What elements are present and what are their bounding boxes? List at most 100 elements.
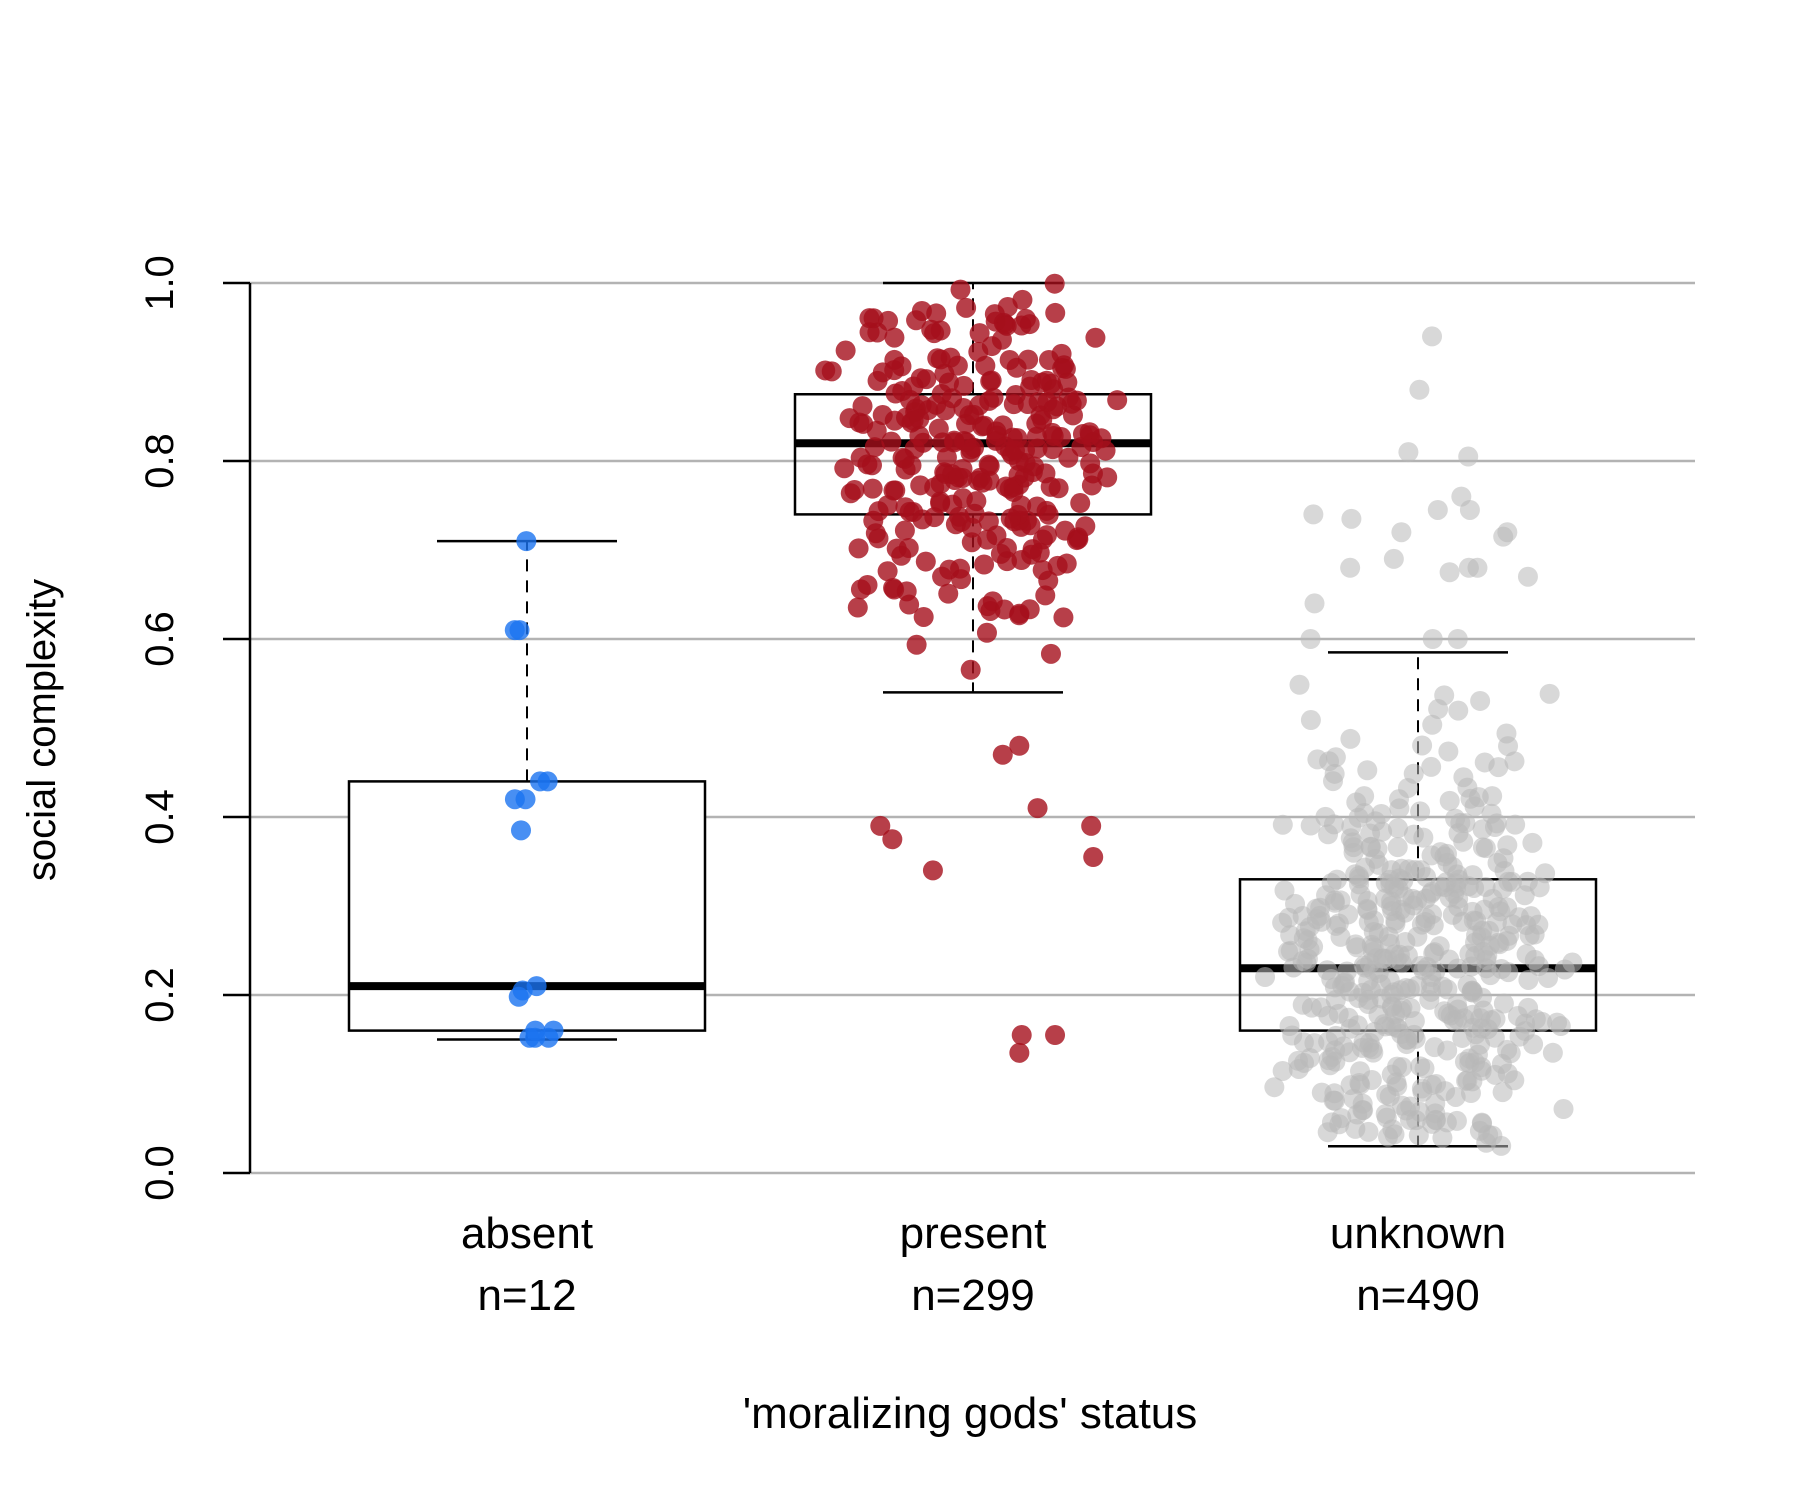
data-point-unknown (1448, 700, 1469, 721)
data-point-unknown (1375, 1103, 1396, 1124)
data-point-unknown (1400, 997, 1421, 1018)
data-point-unknown (1352, 1100, 1373, 1121)
data-point-unknown (1398, 442, 1419, 463)
data-point-unknown (1535, 863, 1556, 884)
data-point-present (927, 348, 948, 369)
data-point-present (982, 591, 1003, 612)
data-point-present (867, 370, 888, 391)
data-point-present (1000, 508, 1021, 529)
data-point-unknown (1303, 504, 1324, 525)
data-point-present (999, 478, 1020, 499)
data-point-present (906, 310, 927, 331)
data-point-unknown (1494, 860, 1515, 881)
data-point-present (870, 815, 891, 836)
data-point-unknown (1395, 931, 1416, 952)
data-point-unknown (1553, 1099, 1574, 1120)
data-point-unknown (1437, 979, 1458, 1000)
y-axis: 0.0 0.2 0.4 0.6 0.8 1.0 (138, 255, 252, 1201)
y-tick-label: 1.0 (138, 255, 182, 311)
data-point-unknown (1480, 965, 1501, 986)
data-point-unknown (1310, 997, 1331, 1018)
data-point-unknown (1343, 837, 1364, 858)
data-point-unknown (1421, 756, 1442, 777)
data-point-unknown (1447, 958, 1468, 979)
data-point-unknown (1399, 1109, 1420, 1130)
data-point-absent (538, 1027, 559, 1048)
data-point-present (1027, 496, 1048, 517)
category-n-absent: n=12 (477, 1271, 576, 1320)
data-point-unknown (1518, 969, 1539, 990)
data-point-unknown (1412, 735, 1433, 756)
data-point-present (872, 405, 893, 426)
data-point-unknown (1293, 1032, 1314, 1053)
y-axis-label: social complexity (20, 579, 64, 881)
data-point-present (936, 447, 957, 468)
data-point-unknown (1324, 763, 1345, 784)
data-point-unknown (1428, 699, 1449, 720)
data-point-present (974, 554, 995, 575)
data-point-present (913, 606, 934, 627)
data-point-unknown (1300, 815, 1321, 836)
category-n-unknown: n=490 (1356, 1271, 1480, 1320)
data-point-present (909, 408, 930, 429)
data-point-unknown (1514, 885, 1535, 906)
data-point-unknown (1486, 911, 1507, 932)
data-point-present (1045, 302, 1066, 323)
data-point-unknown (1532, 1011, 1553, 1032)
data-point-unknown (1340, 728, 1361, 749)
data-point-present (850, 447, 871, 468)
data-point-unknown (1424, 1037, 1445, 1058)
data-point-present (852, 396, 873, 417)
data-point-unknown (1542, 1042, 1563, 1063)
data-point-present (865, 523, 886, 544)
data-point-unknown (1515, 1013, 1536, 1034)
data-point-present (1015, 308, 1036, 329)
data-point-present (891, 356, 912, 377)
data-point-present (947, 355, 968, 376)
data-point-unknown (1459, 499, 1480, 520)
data-point-unknown (1304, 593, 1325, 614)
data-point-unknown (1289, 674, 1310, 695)
data-point-unknown (1410, 1056, 1431, 1077)
category-label-absent: absent (461, 1209, 593, 1258)
data-point-present (1035, 463, 1056, 484)
data-point-present (1068, 527, 1089, 548)
data-point-present (950, 279, 971, 300)
data-point-present (992, 744, 1013, 765)
data-point-unknown (1398, 859, 1419, 880)
data-point-present (960, 659, 981, 680)
data-point-unknown (1346, 937, 1367, 958)
data-point-present (1048, 478, 1069, 499)
data-point-unknown (1488, 896, 1509, 917)
data-point-unknown (1354, 803, 1375, 824)
data-point-unknown (1294, 1052, 1315, 1073)
data-point-present (1002, 427, 1023, 448)
data-point-present (976, 622, 997, 643)
data-point-unknown (1516, 944, 1537, 965)
data-point-unknown (1325, 1025, 1346, 1046)
data-point-present (924, 323, 945, 344)
data-point-present (1026, 413, 1047, 434)
data-point-present (899, 389, 920, 410)
data-point-present (1039, 349, 1060, 370)
data-point-present (991, 329, 1012, 350)
data-point-unknown (1391, 522, 1412, 543)
data-point-unknown (1500, 1043, 1521, 1064)
data-point-unknown (1387, 818, 1408, 839)
data-point-unknown (1482, 1125, 1503, 1146)
category-label-unknown: unknown (1330, 1209, 1506, 1258)
data-point-unknown (1255, 967, 1276, 988)
data-point-present (1037, 392, 1058, 413)
y-tick-label: 0.0 (138, 1145, 182, 1201)
data-point-present (1009, 735, 1030, 756)
data-point-unknown (1345, 864, 1366, 885)
data-point-unknown (1521, 906, 1542, 927)
data-point-present (935, 400, 956, 421)
data-point-present (964, 503, 985, 524)
data-point-present (834, 458, 855, 479)
data-point-unknown (1446, 1110, 1467, 1131)
data-point-present (949, 506, 970, 527)
data-point-unknown (1345, 1118, 1366, 1139)
data-point-present (1036, 525, 1057, 546)
